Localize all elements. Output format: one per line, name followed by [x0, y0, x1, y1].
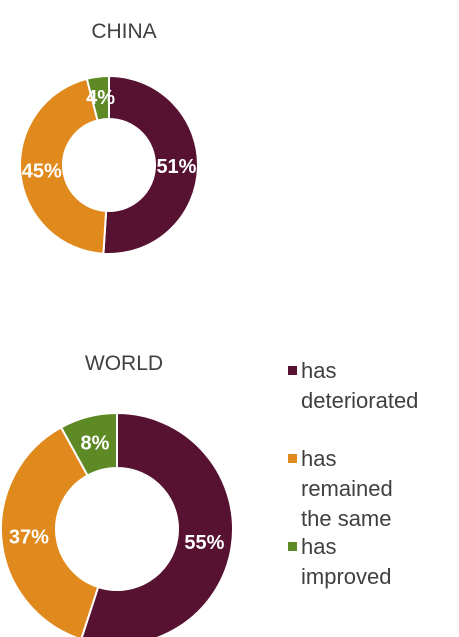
- world-slice-has-improved: [59, 411, 118, 477]
- china-data-label: 51%: [156, 156, 196, 178]
- legend-label: remained: [301, 476, 393, 501]
- world-slice-has-deteriorated: [80, 411, 234, 637]
- china-slice-has-deteriorated: [102, 74, 199, 255]
- china-donut: 51% 45% 4%: [19, 74, 199, 255]
- china-data-label: 4%: [86, 87, 115, 109]
- legend: has deteriorated has remained the same has imp…: [288, 358, 418, 589]
- legend-swatch: [288, 542, 297, 551]
- china-slice-has-remained-the-same: [19, 77, 108, 255]
- legend-label: has: [301, 446, 336, 471]
- china-chart-title: CHINA: [91, 20, 156, 43]
- china-data-label: 45%: [22, 160, 62, 182]
- world-data-label: 55%: [184, 532, 224, 554]
- legend-label: the same: [301, 506, 392, 531]
- legend-label: deteriorated: [301, 388, 418, 413]
- world-data-label: 8%: [81, 432, 110, 454]
- legend-label: has: [301, 534, 336, 559]
- legend-label: has: [301, 358, 336, 383]
- legend-label: improved: [301, 564, 391, 589]
- legend-swatch: [288, 366, 297, 375]
- world-slice-has-remained-the-same: [0, 425, 100, 637]
- china-slice-has-improved: [85, 74, 110, 122]
- world-donut: 55% 37% 8%: [0, 411, 234, 637]
- world-chart-title: WORLD: [85, 352, 163, 375]
- legend-swatch: [288, 454, 297, 463]
- world-data-label: 37%: [9, 526, 49, 548]
